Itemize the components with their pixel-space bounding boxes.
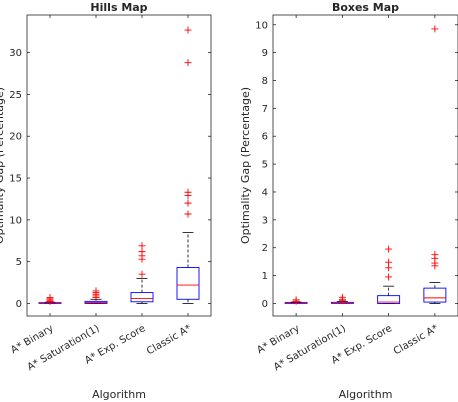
y-tick-label: 1 (262, 271, 268, 282)
outlier-point (431, 251, 439, 259)
box-0 (38, 294, 62, 305)
outlier-point (385, 245, 393, 253)
outlier-point (184, 26, 192, 34)
iqr-box (176, 267, 200, 300)
y-tick-label: 8 (262, 76, 268, 87)
y-tick-label: 3 (262, 215, 268, 226)
iqr-box (377, 295, 401, 304)
outlier-point (184, 188, 192, 196)
outlier-point (338, 293, 346, 301)
outlier-point (385, 273, 393, 281)
y-tick-label: 25 (9, 90, 22, 101)
box-1 (84, 287, 108, 304)
y-tick-label: 20 (9, 132, 22, 143)
box-0 (284, 296, 308, 305)
y-tick-label: 10 (9, 215, 22, 226)
axes-frame (26, 14, 212, 317)
y-tick-label: 2 (262, 243, 268, 254)
outlier-point (184, 210, 192, 218)
y-tick-label: 4 (262, 187, 268, 198)
y-tick-label: 9 (262, 48, 268, 59)
boxes-map-panel: Boxes Map 0 1 2 3 4 5 6 7 8 9 10 Optimality Gap (Per… (239, 1, 458, 401)
y-tick-label: 7 (262, 104, 268, 115)
box-2 (377, 245, 401, 304)
box-3 (176, 26, 200, 304)
x-axis-label: Algorithm (339, 388, 393, 401)
outlier-point (138, 242, 146, 250)
outlier-point (184, 199, 192, 207)
outlier-point (138, 248, 146, 256)
outlier-point (385, 258, 393, 266)
chart-title: Boxes Map (332, 1, 399, 14)
y-axis-label: Optimality Gap (Percentage) (0, 87, 6, 244)
y-tick-label: 15 (9, 174, 22, 185)
iqr-box (130, 292, 154, 303)
y-tick-label: 5 (16, 257, 22, 268)
y-tick-label: 6 (262, 132, 268, 143)
outlier-point (46, 294, 54, 302)
y-tick-label: 5 (262, 160, 268, 171)
y-tick-label: 0 (16, 299, 22, 310)
outlier-point (292, 296, 300, 304)
outlier-point (92, 287, 100, 295)
axes-frame (272, 14, 458, 317)
y-tick-label: 0 (262, 299, 268, 310)
y-tick-label: 10 (255, 20, 268, 31)
x-category-label: Classic A* (145, 323, 193, 357)
y-axis-label: Optimality Gap (Percentage) (239, 87, 252, 244)
x-axis-label: Algorithm (92, 388, 146, 401)
chart-title: Hills Map (90, 1, 147, 14)
x-category-label: Classic A* (392, 323, 440, 357)
outlier-point (431, 25, 439, 33)
outlier-point (138, 270, 146, 278)
iqr-box (423, 287, 447, 303)
box-1 (330, 293, 354, 305)
y-tick-label: 30 (9, 48, 22, 59)
outlier-point (184, 59, 192, 67)
box-2 (130, 242, 154, 304)
hills-map-panel: Hills Map 0 5 10 15 20 25 30 Optimality Gap (Per… (0, 1, 212, 401)
box-3 (423, 25, 447, 304)
